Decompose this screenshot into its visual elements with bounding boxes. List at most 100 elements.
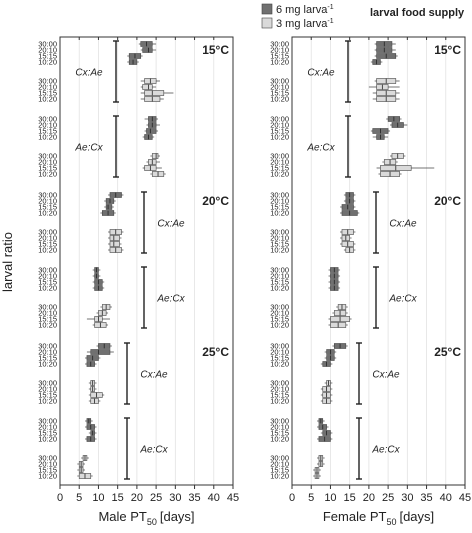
x-label-after: [days] — [399, 509, 434, 524]
ratio-label: 10:20 — [38, 435, 57, 444]
x-tick-label: 25 — [150, 492, 162, 504]
ratio-label: 15:15 — [38, 203, 57, 212]
ratio-label: 15:15 — [38, 466, 57, 475]
ratio-label: 20:10 — [270, 423, 289, 432]
ratio-label: 30:00 — [38, 228, 57, 237]
group-label: Cx:Ae — [75, 68, 103, 79]
ratio-label: 15:15 — [38, 391, 57, 400]
box — [109, 235, 120, 241]
ratio-label: 20:10 — [270, 83, 289, 92]
group-label: Ae:Cx — [306, 143, 335, 154]
x-tick-label: 45 — [227, 492, 239, 504]
ratio-label: 15:15 — [270, 278, 289, 287]
ratio-label: 10:20 — [38, 397, 57, 406]
ratio-label: 15:15 — [38, 89, 57, 98]
temperature-label: 25°C — [202, 345, 229, 359]
ratio-label: 10:20 — [38, 95, 57, 104]
ratio-label: 30:00 — [270, 303, 289, 312]
ratio-label: 10:20 — [38, 360, 57, 369]
ratio-label: 10:20 — [38, 133, 57, 142]
ratio-label: 30:00 — [38, 266, 57, 275]
group-label: Ae:Cx — [388, 294, 417, 305]
x-label-text: Female PT — [323, 509, 387, 524]
legend-name: 3 mg larva — [276, 18, 328, 30]
x-tick-label: 10 — [324, 492, 336, 504]
ratio-label: 10:20 — [38, 58, 57, 67]
group-label: Cx:Ae — [157, 219, 185, 230]
ratio-label: 10:20 — [270, 246, 289, 255]
ratio-label: 15:15 — [270, 354, 289, 363]
x-tick-label: 30 — [169, 492, 181, 504]
group-label: Ae:Cx — [371, 445, 400, 456]
ratio-label: 15:15 — [38, 315, 57, 324]
group-label: Ae:Cx — [139, 445, 168, 456]
ratio-label: 10:20 — [270, 284, 289, 293]
ratio-label: 10:20 — [270, 209, 289, 218]
ratio-label: 30:00 — [38, 379, 57, 388]
ratio-label: 20:10 — [38, 121, 57, 130]
x-label-after: [days] — [160, 509, 195, 524]
temperature-label: 25°C — [434, 345, 461, 359]
ratio-label: 15:15 — [38, 278, 57, 287]
ratio-label: 15:15 — [270, 429, 289, 438]
ratio-label: 20:10 — [38, 158, 57, 167]
x-axis-label: Female PT50 [days] — [323, 509, 434, 527]
x-tick-label: 40 — [440, 492, 452, 504]
ratio-label: 20:10 — [38, 423, 57, 432]
ratio-label: 20:10 — [38, 197, 57, 206]
x-tick-label: 20 — [131, 492, 143, 504]
ratio-label: 15:15 — [270, 89, 289, 98]
ratio-label: 15:15 — [270, 391, 289, 400]
ratio-label: 20:10 — [38, 46, 57, 55]
x-tick-label: 40 — [208, 492, 220, 504]
x-tick-label: 5 — [308, 492, 314, 504]
ratio-label: 30:00 — [270, 342, 289, 351]
legend-sup: -1 — [327, 18, 333, 25]
x-tick-label: 35 — [188, 492, 200, 504]
ratio-label: 10:20 — [270, 397, 289, 406]
ratio-label: 20:10 — [38, 460, 57, 469]
ratio-label: 10:20 — [270, 133, 289, 142]
ratio-label: 15:15 — [270, 127, 289, 136]
plot-frame — [291, 36, 466, 486]
ratio-label: 30:00 — [38, 152, 57, 161]
box — [151, 153, 159, 159]
ratio-label: 10:20 — [270, 472, 289, 481]
ratio-label: 15:15 — [270, 52, 289, 61]
x-tick-label: 15 — [112, 492, 124, 504]
ratio-label: 10:20 — [38, 472, 57, 481]
ratio-label: 10:20 — [270, 95, 289, 104]
ratio-label: 30:00 — [38, 454, 57, 463]
x-axis-label: Male PT50 [days] — [98, 509, 194, 527]
ratio-label: 30:00 — [38, 191, 57, 200]
ratio-label: 30:00 — [270, 40, 289, 49]
ratio-label: 30:00 — [270, 417, 289, 426]
ratio-label: 15:15 — [38, 164, 57, 173]
ratio-label: 15:15 — [270, 315, 289, 324]
group-label: Ae:Cx — [156, 294, 185, 305]
ratio-label: 20:10 — [270, 348, 289, 357]
legend-name: 6 mg larva — [276, 4, 328, 16]
ratio-label: 20:10 — [38, 83, 57, 92]
ratio-label: 30:00 — [38, 303, 57, 312]
group-label: Cx:Ae — [140, 370, 168, 381]
x-label-sub: 50 — [386, 517, 396, 527]
temperature-label: 15°C — [434, 43, 461, 57]
box — [109, 241, 120, 247]
ratio-label: 20:10 — [270, 197, 289, 206]
group-label: Cx:Ae — [389, 219, 417, 230]
ratio-label: 20:10 — [38, 385, 57, 394]
ratio-label: 30:00 — [38, 115, 57, 124]
x-tick-label: 15 — [344, 492, 356, 504]
ratio-label: 15:15 — [270, 164, 289, 173]
ratio-label: 15:15 — [270, 203, 289, 212]
x-tick-label: 0 — [57, 492, 63, 504]
ratio-label: 30:00 — [38, 40, 57, 49]
x-tick-label: 35 — [420, 492, 432, 504]
ratio-label: 10:20 — [270, 321, 289, 330]
ratio-label: 30:00 — [270, 454, 289, 463]
ratio-label: 20:10 — [38, 234, 57, 243]
legend-title: larval food supply — [370, 7, 465, 19]
x-label-text: Male PT — [98, 509, 146, 524]
ratio-label: 10:20 — [38, 246, 57, 255]
